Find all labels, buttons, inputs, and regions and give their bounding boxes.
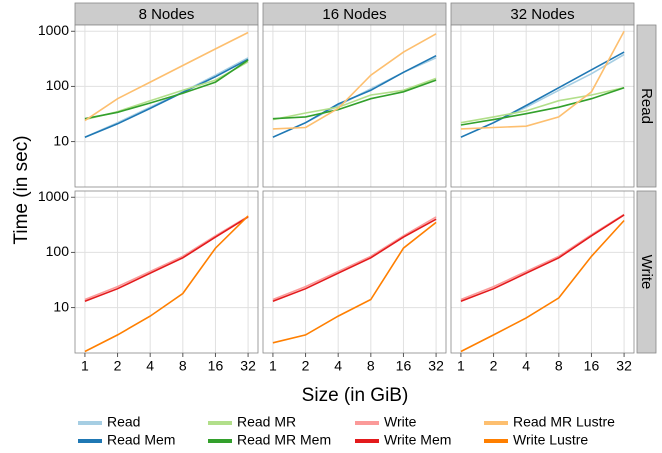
panel-border <box>262 190 447 354</box>
line-series <box>84 58 249 138</box>
line-series <box>460 86 625 126</box>
line-series <box>84 215 249 353</box>
legend-label: Read MR Mem <box>237 432 331 448</box>
x-tick-label: 2 <box>302 358 310 374</box>
line-series <box>84 31 249 122</box>
legend-label: Read Mem <box>107 432 175 448</box>
x-tick-label: 16 <box>396 358 412 374</box>
line-series <box>460 213 625 301</box>
line-series <box>460 86 625 124</box>
line-series <box>84 59 249 120</box>
y-tick-label: 10 <box>53 298 69 314</box>
x-tick-label: 32 <box>240 358 256 374</box>
x-tick-label: 1 <box>269 358 277 374</box>
line-series <box>272 77 437 121</box>
panel-border <box>74 190 259 354</box>
x-tick-label: 4 <box>146 358 154 374</box>
panel <box>75 25 258 187</box>
y-tick-label: 1000 <box>38 188 69 204</box>
x-axis-title: Size (in GiB) <box>302 385 409 406</box>
legend-label: Write <box>384 414 417 430</box>
panel-border <box>450 190 635 354</box>
x-tick-label: 4 <box>522 358 530 374</box>
x-tick-label: 1 <box>457 358 465 374</box>
y-tick-label: 100 <box>46 77 70 93</box>
line-series <box>272 54 437 138</box>
line-series <box>272 218 437 303</box>
line-series <box>460 219 625 353</box>
panel-border <box>74 24 259 188</box>
x-tick-label: 4 <box>334 358 342 374</box>
facet-label: 8 Nodes <box>139 6 195 23</box>
panel-border <box>450 24 635 188</box>
line-series <box>272 33 437 130</box>
y-tick-label: 1000 <box>38 22 69 38</box>
facet-label: 16 Nodes <box>322 6 386 23</box>
facet-strip <box>636 190 657 354</box>
x-tick-label: 8 <box>555 358 563 374</box>
x-tick-label: 32 <box>428 358 444 374</box>
x-tick-label: 8 <box>367 358 375 374</box>
line-series <box>272 79 437 120</box>
legend-label: Write Mem <box>384 432 451 448</box>
facet-label: Read <box>638 88 655 124</box>
line-series <box>460 214 625 303</box>
line-series <box>272 216 437 301</box>
panel <box>451 191 634 353</box>
legend-label: Write Lustre <box>513 432 588 448</box>
panel <box>263 191 446 353</box>
x-tick-label: 8 <box>179 358 187 374</box>
line-series <box>84 215 249 301</box>
x-tick-label: 2 <box>490 358 498 374</box>
line-series <box>84 216 249 303</box>
legend-label: Read MR <box>237 414 296 430</box>
panel <box>75 191 258 353</box>
y-tick-label: 100 <box>46 243 70 259</box>
facet-strip <box>636 24 657 188</box>
line-series <box>272 221 437 344</box>
facet-label: Write <box>638 255 655 290</box>
line-series <box>460 51 625 138</box>
x-tick-label: 2 <box>114 358 122 374</box>
facet-label: 32 Nodes <box>510 6 574 23</box>
x-tick-label: 32 <box>616 358 632 374</box>
x-tick-label: 16 <box>208 358 224 374</box>
legend-label: Read MR Lustre <box>513 414 615 430</box>
line-series <box>460 30 625 130</box>
x-tick-label: 16 <box>584 358 600 374</box>
panel <box>263 25 446 187</box>
line-series <box>84 57 249 138</box>
x-tick-label: 1 <box>81 358 89 374</box>
y-tick-label: 10 <box>53 132 69 148</box>
legend-label: Read <box>107 414 140 430</box>
panel-border <box>262 24 447 188</box>
y-axis-title: Time (in sec) <box>11 135 32 244</box>
